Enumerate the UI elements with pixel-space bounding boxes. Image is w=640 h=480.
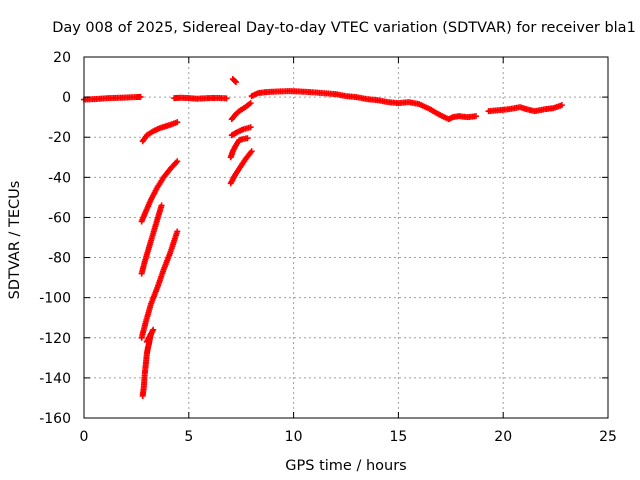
x-tick-label: 10 [285,429,303,445]
x-tick-label: 20 [494,429,512,445]
y-tick-label: -120 [39,331,71,347]
y-tick-label: -20 [48,130,71,146]
series-arc4 [138,228,181,341]
data-point [472,113,479,120]
x-tick-label: 15 [389,429,407,445]
series-late1 [228,100,254,123]
chart-title: Day 008 of 2025, Sidereal Day-to-day VTE… [52,20,636,36]
series-late3 [228,124,254,139]
y-tick-label: 0 [62,90,71,106]
series-main3 [248,88,479,123]
plot-frame [83,56,609,419]
series-main4 [485,102,565,115]
x-axis-label: GPS time / hours [285,458,406,474]
series-arc3 [138,202,165,277]
data-point [174,228,181,235]
series-main [81,93,144,103]
data-point [248,148,255,155]
data-point [150,326,157,333]
data-point [223,95,230,102]
data-point [174,158,181,165]
series-arc1 [139,119,181,145]
data-point [158,202,165,209]
x-tick-label: 5 [184,429,193,445]
data-point [174,119,181,126]
y-tick-label: -140 [39,371,71,387]
series-late5 [227,148,255,187]
y-tick-label: -100 [39,291,71,307]
y-axis-label: SDTVAR / TECUs [7,181,23,300]
x-tick-label: 25 [599,429,617,445]
series-arc6 [143,326,157,345]
y-tick-label: -40 [48,170,71,186]
data-point [247,100,254,107]
data-point [137,93,144,100]
data-point [247,124,254,131]
data-point [558,102,565,109]
y-tick-label: -160 [39,411,71,427]
x-tick-label: 0 [80,429,89,445]
y-tick-label: -60 [48,210,71,226]
series-main2 [171,94,230,102]
y-tick-label: -80 [48,251,71,267]
axis-ticks: 0 5 10 15 20 25 20 0 -20 -40 -60 -80 -100 -120 -140 -16… [39,50,617,445]
series-arc2 [138,158,181,225]
series-late2 [229,76,239,86]
data-point [232,79,239,86]
series-late4 [227,135,251,161]
data-point [244,135,251,142]
data-point [231,78,238,85]
y-tick-label: 20 [53,50,71,66]
data-marks [81,76,565,399]
